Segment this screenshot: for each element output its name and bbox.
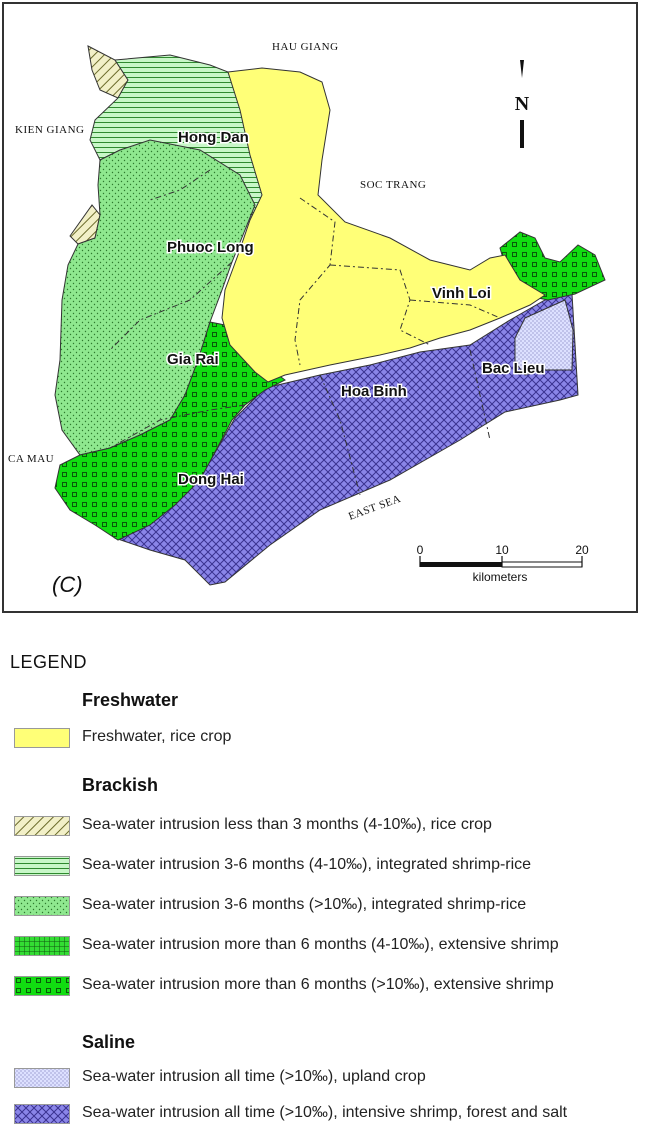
land-use-map: N HAU GIANG KIEN GIANG SOC TRANG CA MAU … [2,2,638,613]
district-label-gia-rai: Gia Rai [167,351,219,368]
legend-item: Freshwater, rice crop [14,726,644,752]
scale-tick-label-10: 10 [495,543,509,557]
district-label-hoa-binh: Hoa Binh [341,383,407,400]
legend-item: Sea-water intrusion 3-6 months (>10‰), i… [14,894,644,920]
legend-item: Sea-water intrusion more than 6 months (… [14,934,644,960]
legend-item-label: Freshwater, rice crop [82,728,232,745]
legend-item: Sea-water intrusion less than 3 months (… [14,814,644,840]
legend-swatch-squares [14,976,70,996]
scale-tick-label-20: 20 [575,543,589,557]
upland-crop-zone [514,299,574,376]
legend-item-label: Sea-water intrusion more than 6 months (… [82,936,559,953]
legend-swatch-fine-dots [14,1068,70,1088]
scale-bar: 0 10 20 kilometers [417,543,589,584]
legend-swatch-diagonal-hatch [14,816,70,836]
legend-swatch-grid [14,936,70,956]
province-label-hau-giang: HAU GIANG [272,41,339,53]
legend-item: Sea-water intrusion all time (>10‰), upl… [14,1066,644,1092]
legend-item-label: Sea-water intrusion 3-6 months (4-10‰), … [82,856,532,873]
panel-label: (C) [52,572,83,597]
north-arrow: N [515,60,530,148]
legend-group-freshwater: Freshwater [82,690,179,710]
legend-item-label: Sea-water intrusion all time (>10‰), upl… [82,1068,426,1085]
province-label-soc-trang: SOC TRANG [360,179,426,191]
legend-item-label: Sea-water intrusion less than 3 months (… [82,816,492,833]
district-label-phuoc-long: Phuoc Long [167,239,254,256]
legend-item: Sea-water intrusion more than 6 months (… [14,974,644,1000]
district-label-hong-dan: Hong Dan [178,129,249,146]
legend-group-saline: Saline [82,1032,136,1052]
north-arrow-shaft [520,120,524,148]
district-label-dong-hai: Dong Hai [178,471,244,488]
province-label-kien-giang: KIEN GIANG [15,124,84,136]
legend-group-brackish: Brackish [82,775,159,795]
scale-unit-label: kilometers [473,570,528,584]
scale-tick-label-0: 0 [417,543,424,557]
legend-swatch-horizontal-lines [14,856,70,876]
extensive-shrimp-zone [54,321,286,541]
legend-item-label: Sea-water intrusion 3-6 months (>10‰), i… [82,896,527,913]
province-label-ca-mau: CA MAU [8,453,54,465]
legend-item-label: Sea-water intrusion all time (>10‰), int… [82,1104,568,1121]
scale-bar-segment-black [420,562,502,567]
legend-swatch-crosshatch [14,1104,70,1124]
legend-item: Sea-water intrusion 3-6 months (4-10‰), … [14,854,644,880]
legend-item: Sea-water intrusion all time (>10‰), int… [14,1102,644,1128]
legend-swatch-dots [14,896,70,916]
scale-bar-segment-white [501,561,583,568]
district-boundaries [109,169,501,496]
legend-swatch-freshwater-rice [14,728,70,748]
legend-title: LEGEND [10,652,88,672]
legend-item-label: Sea-water intrusion more than 6 months (… [82,976,554,993]
district-label-bac-lieu: Bac Lieu [482,360,545,377]
district-label-vinh-loi: Vinh Loi [432,285,491,302]
legend: LEGEND Freshwater Freshwater, rice crop … [0,640,650,1135]
freshwater-rice-zone [221,67,546,383]
north-label: N [515,93,530,115]
north-arrow-upper-icon [520,60,524,78]
